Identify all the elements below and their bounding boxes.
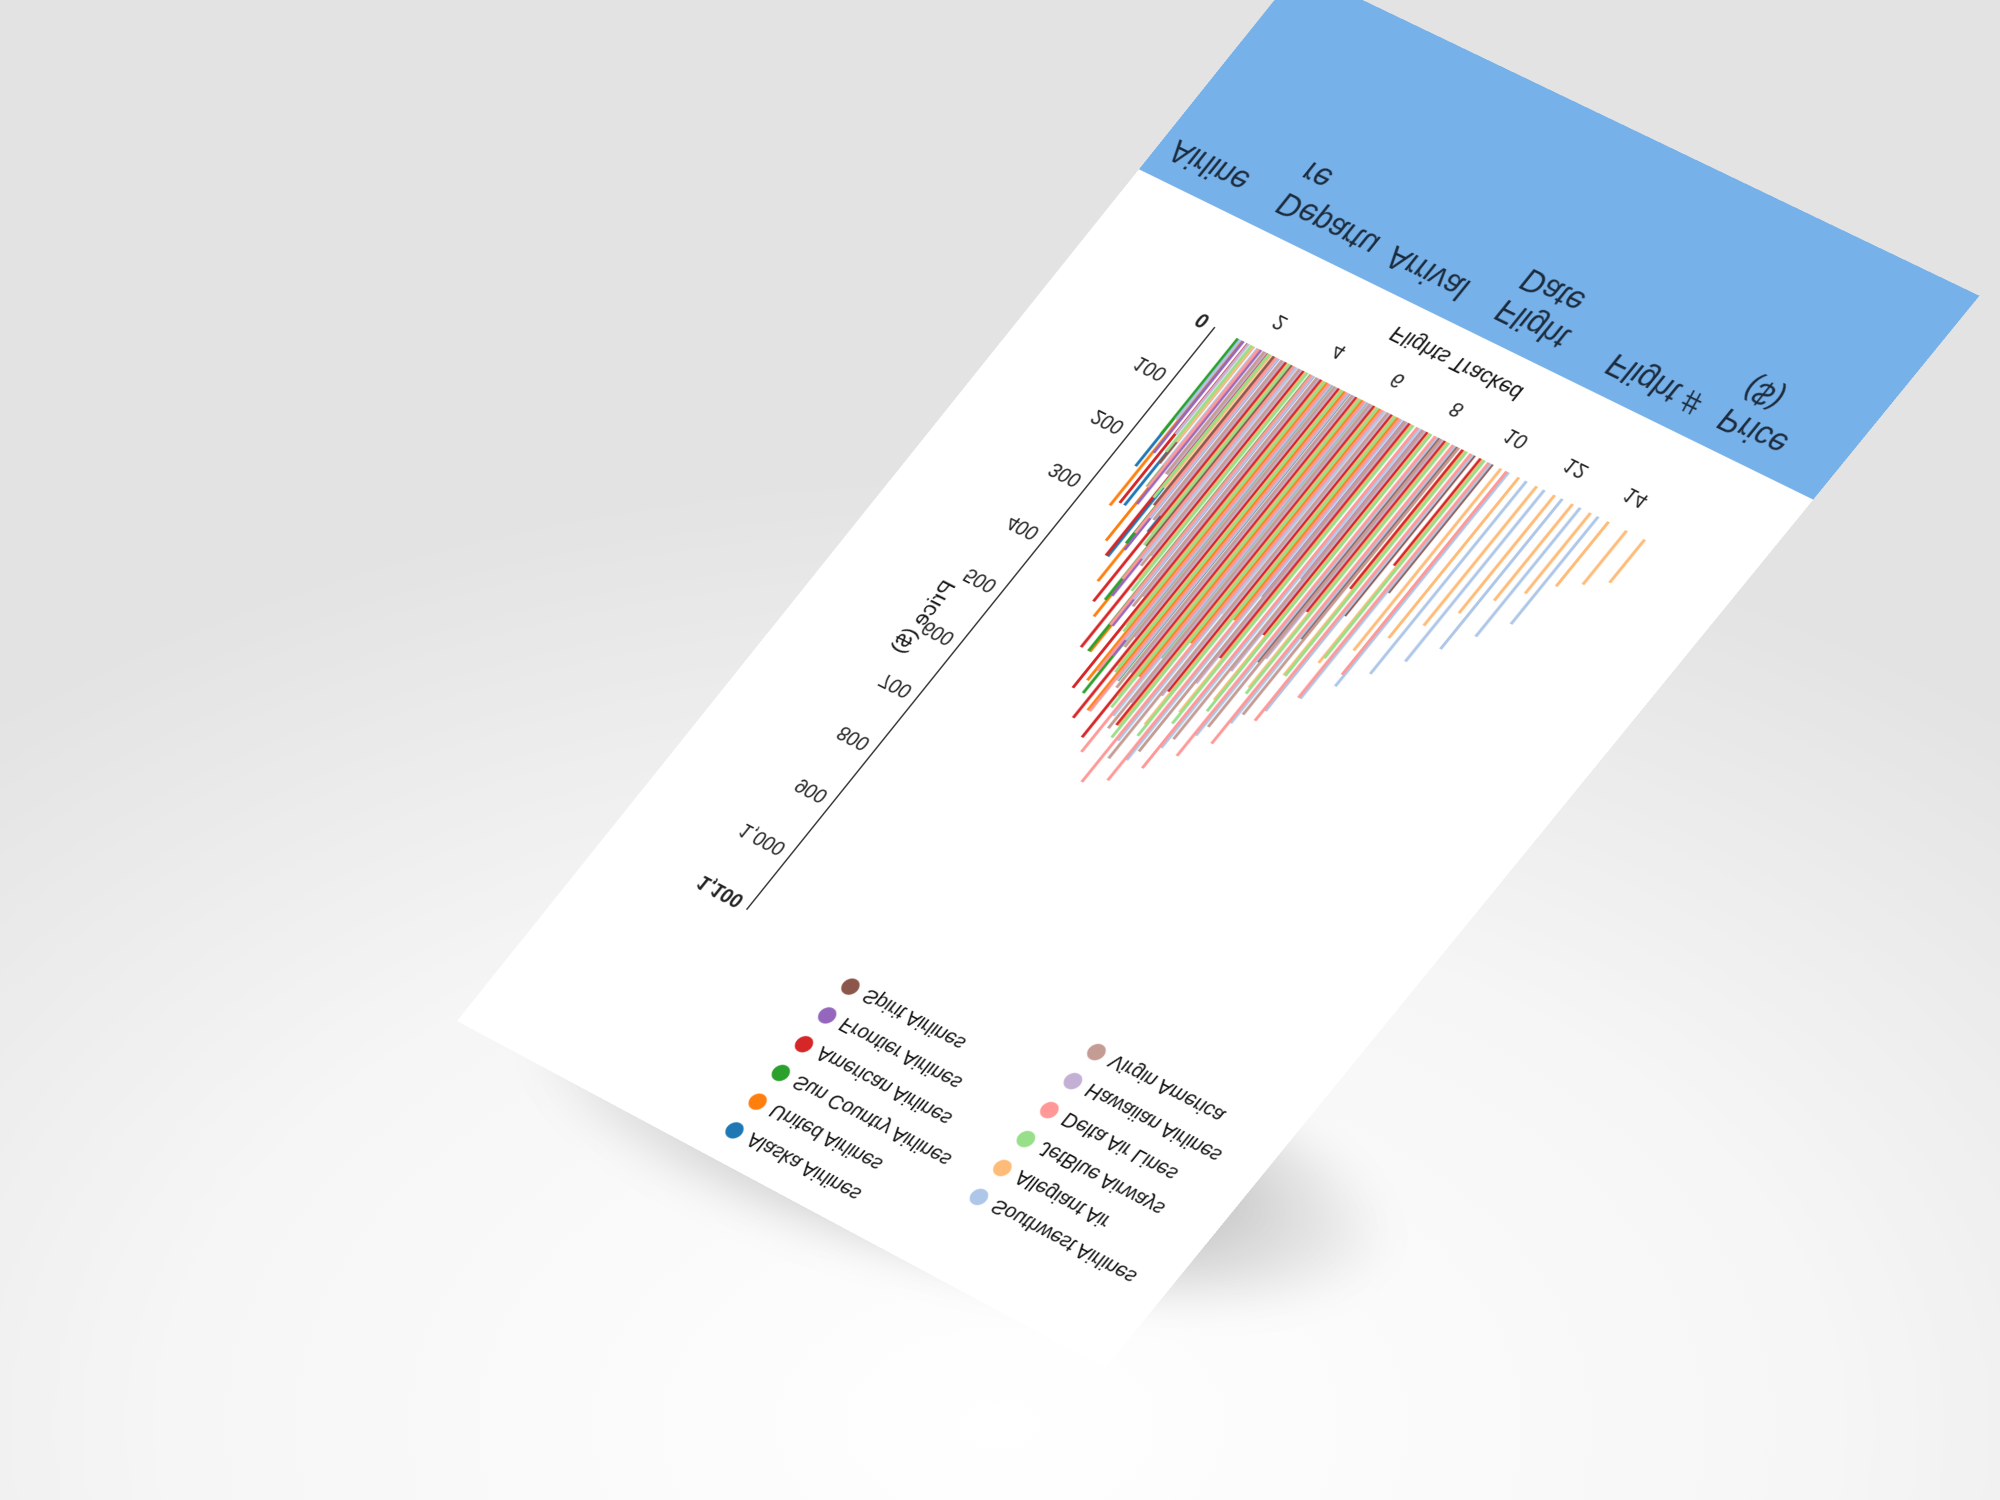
y-tick-label: 300 — [1044, 458, 1088, 491]
bar-7-21 — [1583, 531, 1627, 585]
bar-7-18 — [1494, 504, 1572, 601]
legend-swatch — [966, 1186, 992, 1208]
legend-swatch — [1060, 1070, 1086, 1092]
legend-swatch — [989, 1157, 1015, 1179]
y-tick-label: 700 — [874, 669, 917, 702]
legend-swatch — [1013, 1128, 1039, 1150]
legend-swatch — [1036, 1099, 1062, 1121]
y-tick-label: 1,000 — [734, 819, 791, 860]
x-tick-label: 12 — [1558, 453, 1593, 482]
bar-6-0 — [1176, 340, 1240, 420]
y-tick-label: 800 — [832, 721, 875, 754]
bar-7-19 — [1525, 513, 1590, 594]
bars-layer — [940, 339, 1645, 915]
legend-swatch — [791, 1033, 817, 1055]
legend: Alaska AirlinesUnited AirlinesSun Countr… — [720, 928, 1260, 1333]
x-tick-label: 8 — [1444, 397, 1469, 421]
x-tick-label: 10 — [1499, 424, 1534, 453]
y-tick-label: 100 — [1129, 352, 1173, 385]
legend-swatch — [1083, 1041, 1109, 1063]
y-tick-label: 1,100 — [692, 871, 749, 912]
y-tick-label: 200 — [1086, 405, 1130, 438]
x-tick-label: 2 — [1268, 310, 1293, 334]
legend-swatch — [768, 1062, 794, 1084]
legend-swatch — [814, 1004, 840, 1026]
bar-7-20 — [1556, 522, 1608, 587]
y-tick-label: 500 — [959, 563, 1002, 596]
y-tick-label: 400 — [1001, 511, 1045, 544]
y-tick-label: 0 — [1190, 308, 1215, 332]
x-tick-label: 4 — [1326, 339, 1351, 363]
y-tick-label: 900 — [790, 774, 833, 807]
x-tick-label: 6 — [1385, 368, 1410, 392]
x-tick-label: 14 — [1618, 483, 1653, 512]
legend-swatch — [837, 976, 863, 998]
y-axis-title: Price ($) — [885, 577, 961, 657]
legend-swatch — [745, 1091, 771, 1113]
legend-swatch — [722, 1119, 748, 1141]
